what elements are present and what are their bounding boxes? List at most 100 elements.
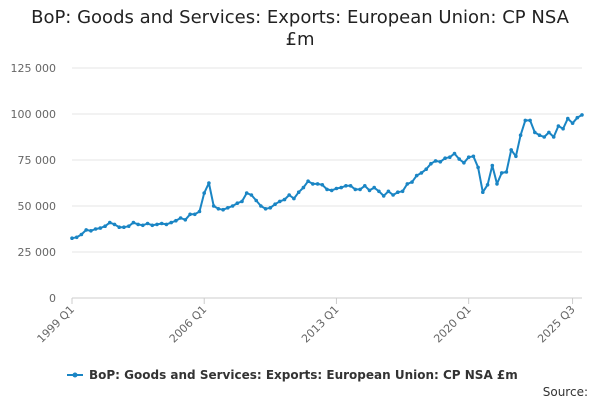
data-point[interactable] xyxy=(278,199,282,204)
data-point[interactable] xyxy=(131,220,136,225)
data-point[interactable] xyxy=(481,190,485,194)
data-point[interactable] xyxy=(216,207,221,211)
data-point[interactable] xyxy=(273,202,277,206)
data-point[interactable] xyxy=(197,209,202,214)
data-point[interactable] xyxy=(79,232,84,237)
data-point[interactable] xyxy=(381,194,386,198)
data-point[interactable] xyxy=(108,220,112,225)
data-point[interactable] xyxy=(438,160,443,164)
legend[interactable]: BoP: Goods and Services: Exports: Europe… xyxy=(67,368,518,382)
data-point[interactable] xyxy=(259,204,263,208)
data-point[interactable] xyxy=(292,196,296,201)
data-point[interactable] xyxy=(353,187,358,192)
data-point[interactable] xyxy=(363,184,367,188)
data-point[interactable] xyxy=(580,113,584,117)
data-point[interactable] xyxy=(561,126,565,131)
data-point[interactable] xyxy=(174,218,178,223)
data-point[interactable] xyxy=(424,167,429,171)
data-point[interactable] xyxy=(169,220,173,225)
data-point[interactable] xyxy=(178,216,183,220)
data-point[interactable] xyxy=(334,186,339,191)
data-point[interactable] xyxy=(344,184,348,188)
data-point[interactable] xyxy=(306,179,310,183)
data-point[interactable] xyxy=(504,170,509,174)
data-point[interactable] xyxy=(509,148,513,152)
data-point[interactable] xyxy=(556,124,561,128)
data-point[interactable] xyxy=(396,190,400,194)
data-point[interactable] xyxy=(320,183,325,187)
data-point[interactable] xyxy=(93,227,98,231)
data-point[interactable] xyxy=(235,201,240,205)
data-point[interactable] xyxy=(155,222,159,227)
data-point[interactable] xyxy=(84,228,88,232)
data-point[interactable] xyxy=(325,187,329,192)
data-point[interactable] xyxy=(566,116,570,121)
data-point[interactable] xyxy=(410,180,414,184)
data-point[interactable] xyxy=(348,184,353,188)
data-point[interactable] xyxy=(495,182,499,186)
data-point[interactable] xyxy=(211,204,216,208)
data-point[interactable] xyxy=(183,218,188,222)
data-point[interactable] xyxy=(254,198,258,203)
data-point[interactable] xyxy=(542,135,546,139)
data-point[interactable] xyxy=(311,182,315,186)
data-point[interactable] xyxy=(514,154,518,159)
data-point[interactable] xyxy=(263,207,268,211)
data-point[interactable] xyxy=(377,189,381,194)
data-point[interactable] xyxy=(537,133,542,137)
data-point[interactable] xyxy=(145,221,150,226)
data-point[interactable] xyxy=(159,221,164,226)
data-point[interactable] xyxy=(471,154,476,159)
data-point[interactable] xyxy=(476,165,480,170)
data-point[interactable] xyxy=(117,225,121,229)
data-point[interactable] xyxy=(244,191,249,195)
data-point[interactable] xyxy=(429,161,433,166)
data-point[interactable] xyxy=(523,118,528,123)
data-point[interactable] xyxy=(282,197,287,202)
data-point[interactable] xyxy=(150,223,155,228)
data-point[interactable] xyxy=(419,171,424,175)
data-point[interactable] xyxy=(462,161,466,165)
data-point[interactable] xyxy=(136,222,140,227)
data-point[interactable] xyxy=(141,223,145,228)
data-point[interactable] xyxy=(448,155,452,159)
data-point[interactable] xyxy=(221,207,225,212)
data-point[interactable] xyxy=(547,130,551,135)
data-point[interactable] xyxy=(405,182,410,186)
data-point[interactable] xyxy=(372,185,377,190)
data-point[interactable] xyxy=(575,115,580,120)
data-point[interactable] xyxy=(70,236,74,240)
data-point[interactable] xyxy=(339,185,344,190)
data-point[interactable] xyxy=(367,188,372,193)
data-point[interactable] xyxy=(249,193,254,197)
data-point[interactable] xyxy=(499,171,504,175)
data-point[interactable] xyxy=(528,118,532,123)
data-point[interactable] xyxy=(89,229,93,233)
data-point[interactable] xyxy=(301,185,306,190)
data-point[interactable] xyxy=(551,135,556,139)
data-point[interactable] xyxy=(443,156,447,160)
data-point[interactable] xyxy=(207,181,211,185)
data-point[interactable] xyxy=(400,189,405,194)
data-point[interactable] xyxy=(452,151,457,156)
data-point[interactable] xyxy=(490,163,495,168)
data-point[interactable] xyxy=(230,204,235,208)
data-point[interactable] xyxy=(433,159,438,163)
data-point[interactable] xyxy=(98,226,103,230)
data-point[interactable] xyxy=(287,193,292,197)
data-point[interactable] xyxy=(329,188,334,193)
data-point[interactable] xyxy=(164,222,169,227)
data-point[interactable] xyxy=(112,222,117,227)
data-point[interactable] xyxy=(414,173,419,178)
data-point[interactable] xyxy=(518,133,523,137)
data-point[interactable] xyxy=(457,157,462,161)
data-point[interactable] xyxy=(570,121,575,125)
data-point[interactable] xyxy=(103,224,107,228)
data-point[interactable] xyxy=(126,224,131,228)
data-point[interactable] xyxy=(466,155,471,159)
data-point[interactable] xyxy=(358,187,362,192)
data-point[interactable] xyxy=(188,212,192,217)
data-point[interactable] xyxy=(391,193,395,197)
data-point[interactable] xyxy=(485,183,490,187)
data-point[interactable] xyxy=(533,130,537,135)
